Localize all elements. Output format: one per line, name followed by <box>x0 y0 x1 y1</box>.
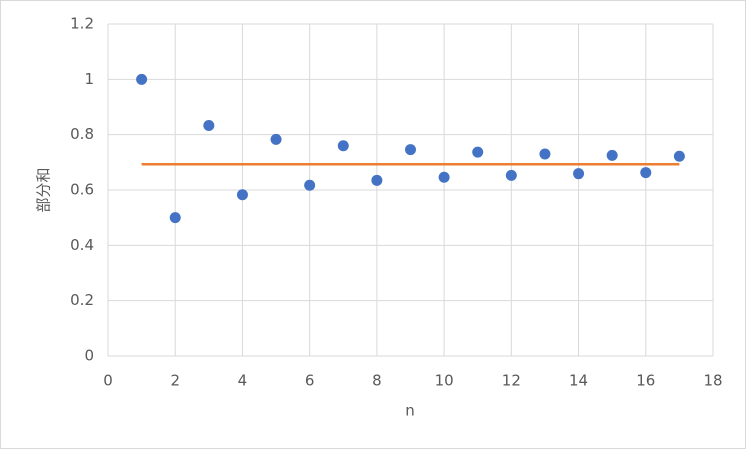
x-tick-label: 14 <box>569 372 588 390</box>
y-tick-label: 0.2 <box>70 291 94 309</box>
x-axis-label: n <box>405 402 415 420</box>
point <box>573 168 585 180</box>
point <box>405 144 416 156</box>
x-tick-label: 4 <box>238 372 248 390</box>
point <box>673 150 685 162</box>
x-tick-label: 18 <box>703 372 722 390</box>
y-tick-label: 0 <box>84 347 94 365</box>
x-tick-label: 2 <box>170 372 180 390</box>
x-tick-label: 8 <box>372 372 382 390</box>
x-tick-label: 10 <box>435 372 454 390</box>
point <box>270 133 282 145</box>
point <box>304 179 316 191</box>
point <box>505 169 517 181</box>
point <box>371 174 383 186</box>
x-tick-label: 6 <box>305 372 315 390</box>
point <box>136 73 148 85</box>
y-tick-label: 0.8 <box>70 125 94 143</box>
point <box>640 167 652 179</box>
x-tick-label: 12 <box>502 372 521 390</box>
point <box>539 148 551 160</box>
point <box>472 146 484 158</box>
point <box>203 120 215 132</box>
point <box>337 140 349 152</box>
y-tick-label: 0.4 <box>70 236 94 254</box>
x-tick-label: 16 <box>636 372 655 390</box>
point <box>606 149 618 161</box>
x-tick-label: 0 <box>103 372 113 390</box>
y-tick-label: 0.6 <box>70 181 94 199</box>
y-tick-label: 1 <box>84 70 94 88</box>
point <box>169 212 181 224</box>
y-tick-label: 1.2 <box>70 15 94 33</box>
point <box>438 171 450 183</box>
point <box>236 189 248 201</box>
y-axis-label: 部分和 <box>35 167 53 212</box>
